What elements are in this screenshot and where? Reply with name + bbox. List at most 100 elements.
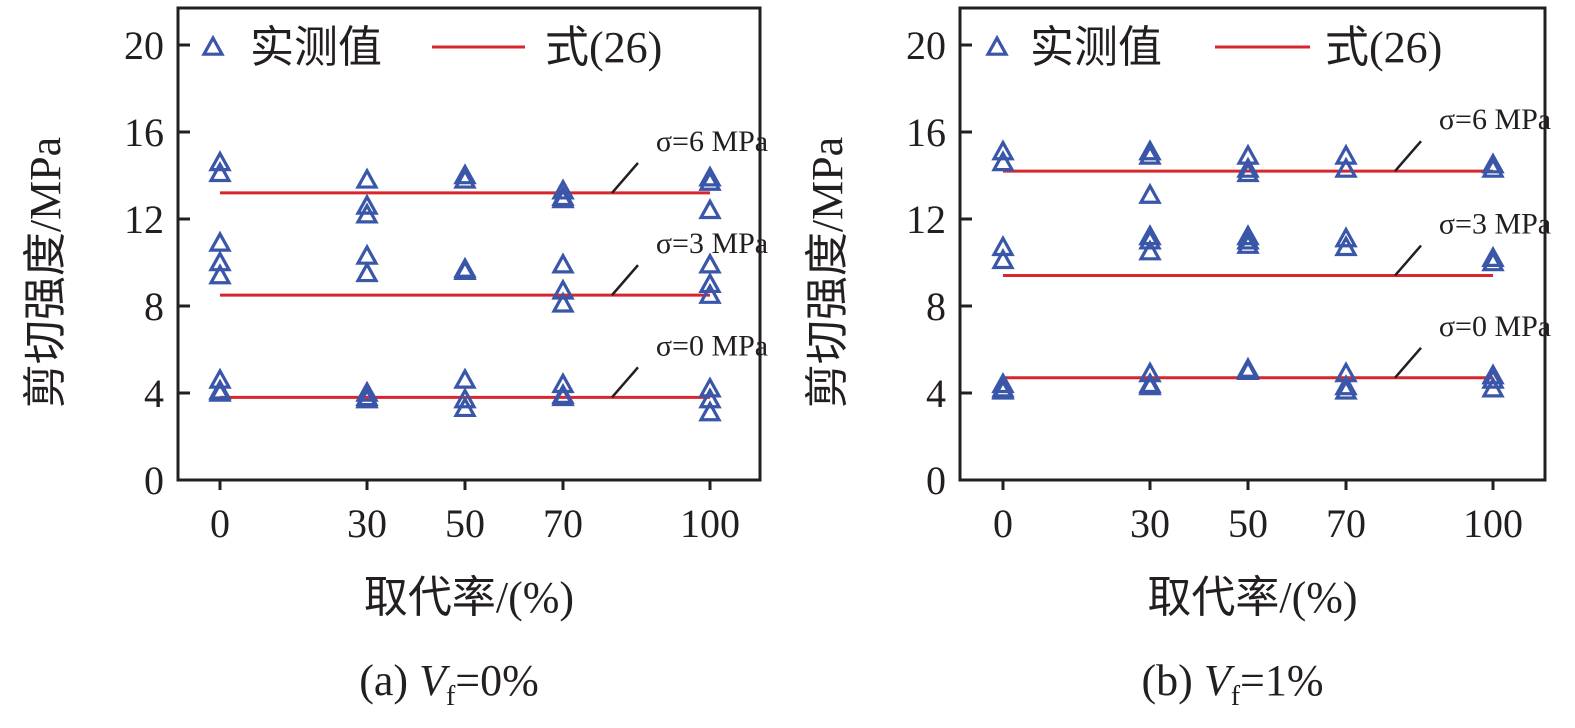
panel-caption: (a) Vf=0%: [359, 656, 539, 712]
annotation-label: σ=6 MPa: [656, 125, 768, 158]
measured-point: [1138, 139, 1162, 161]
measured-point: [453, 395, 477, 418]
measured-point: [453, 387, 477, 409]
caption-suffix: =0%: [455, 656, 538, 705]
measured-point: [551, 178, 575, 200]
measured-point: [355, 387, 379, 409]
legend-formula-label: 式(26): [1325, 23, 1442, 72]
measured-point: [698, 169, 722, 191]
measured-point: [355, 202, 379, 224]
measured-point: [208, 150, 232, 172]
measured-point: [698, 400, 722, 422]
y-tick-label: 4: [926, 371, 946, 416]
measured-point: [1334, 234, 1358, 257]
x-tick-label: 50: [445, 501, 485, 546]
measured-point: [1236, 358, 1260, 381]
y-tick-label: 12: [124, 197, 164, 242]
measured-point: [355, 243, 379, 265]
x-axis-label: 取代率/(%): [1147, 573, 1357, 622]
measured-point: [991, 372, 1015, 394]
measured-point: [208, 230, 232, 252]
y-axis-label: 剪切强度/MPa: [803, 137, 852, 408]
measured-point: [1236, 224, 1260, 246]
annotation-label: σ=3 MPa: [656, 227, 768, 260]
measured-point: [1334, 156, 1358, 178]
y-tick-label: 0: [926, 458, 946, 503]
caption-sub: f: [446, 681, 456, 712]
measured-point: [1334, 378, 1358, 400]
measured-point: [1138, 374, 1162, 396]
annotation-label: σ=0 MPa: [656, 329, 768, 362]
plot-frame: [958, 6, 1547, 482]
measured-point: [1138, 239, 1162, 261]
measured-point: [1481, 250, 1505, 272]
y-tick-label: 20: [906, 23, 946, 68]
annotation-leader: [611, 162, 639, 194]
measured-point: [551, 252, 575, 274]
x-tick-label: 70: [1326, 501, 1366, 546]
measured-point: [698, 165, 722, 187]
measured-point: [698, 252, 722, 274]
legend-measured-label: 实测值: [1030, 23, 1162, 72]
y-tick-label: 12: [906, 197, 946, 242]
measured-point: [453, 258, 477, 280]
annotation-leader: [1394, 140, 1422, 172]
measured-point: [991, 248, 1015, 270]
annotation-label: σ=3 MPa: [1439, 208, 1551, 241]
measured-point: [355, 380, 379, 402]
measured-point: [208, 263, 232, 285]
measured-point: [1236, 232, 1260, 254]
legend-measured-label: 实测值: [250, 23, 382, 72]
caption-sub: f: [1231, 681, 1241, 712]
annotation-label: σ=6 MPa: [1439, 103, 1551, 136]
measured-point: [1236, 228, 1260, 250]
legend-marker-icon: [201, 34, 225, 56]
measured-point: [1481, 156, 1505, 178]
measured-point: [1138, 182, 1162, 204]
x-tick-label: 30: [347, 501, 387, 546]
chart-panel-a: 0 4 8 12 16 20 0 30 50 70 100 取代率/(%) 剪切强度/MPa (a) Vf…: [21, 6, 768, 712]
y-axis-label: 剪切强度/MPa: [21, 137, 70, 408]
y-tick-label: 20: [124, 23, 164, 68]
x-tick-label: 100: [1463, 501, 1523, 546]
caption-var: V: [419, 656, 451, 705]
y-tick-label: 4: [144, 371, 164, 416]
x-tick-label: 0: [210, 501, 230, 546]
x-tick-label: 0: [993, 501, 1013, 546]
measured-point: [698, 198, 722, 220]
measured-point: [698, 376, 722, 398]
measured-point: [698, 282, 722, 304]
chart-panel-b: 0 4 8 12 16 20 0 30 50 70 100 取代率/(%) 剪切强度/MPa (b) Vf…: [803, 6, 1551, 712]
y-tick-label: 16: [124, 110, 164, 155]
y-tick-label: 8: [144, 284, 164, 329]
legend-marker-icon: [985, 34, 1009, 56]
measured-point: [1481, 152, 1505, 174]
measured-point: [991, 378, 1015, 400]
x-tick-label: 30: [1130, 501, 1170, 546]
measured-point: [1481, 376, 1505, 398]
caption-suffix: =1%: [1240, 656, 1323, 705]
x-tick-label: 50: [1228, 501, 1268, 546]
measured-point: [698, 271, 722, 294]
measured-point: [355, 193, 379, 215]
y-tick-label: 0: [144, 458, 164, 503]
measured-point: [453, 163, 477, 185]
y-tick-label: 16: [906, 110, 946, 155]
annotation-leader: [611, 366, 639, 399]
x-axis-label: 取代率/(%): [364, 573, 574, 622]
measured-point: [453, 367, 477, 389]
measured-point: [551, 291, 575, 313]
caption-prefix: (a): [359, 656, 419, 705]
panel-caption: (b) Vf=1%: [1142, 656, 1324, 712]
measured-point: [1481, 245, 1505, 267]
caption-var: V: [1204, 656, 1236, 705]
measured-point: [991, 150, 1015, 172]
caption-prefix: (b): [1142, 656, 1204, 705]
measured-point: [1334, 374, 1358, 396]
measured-point: [355, 261, 379, 283]
annotation-label: σ=0 MPa: [1439, 310, 1551, 343]
measured-point: [1236, 156, 1260, 178]
annotation-leader: [1394, 244, 1422, 277]
measured-point: [1481, 367, 1505, 389]
